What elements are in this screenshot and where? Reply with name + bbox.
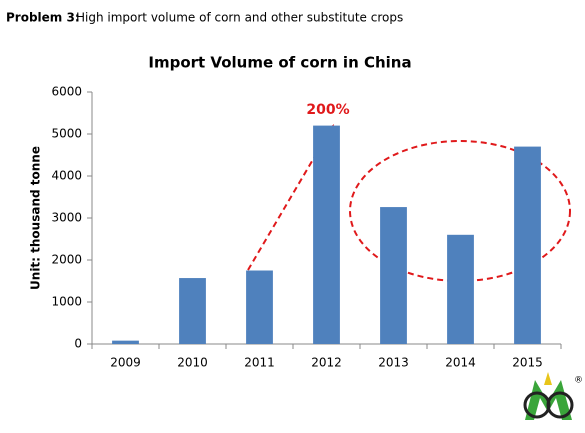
bar [246,270,273,344]
bar [514,146,541,344]
y-axis-label: Unit: thousand tonne [29,146,43,290]
y-tick-label: 5000 [51,127,82,141]
x-tick-label: 2014 [445,356,476,370]
x-tick-label: 2009 [110,356,141,370]
logo-mark: ® [574,376,583,386]
y-tick-label: 3000 [51,211,82,225]
y-tick-label: 2000 [51,253,82,267]
bar [112,340,139,344]
x-tick-label: 2011 [244,356,275,370]
bar [447,234,474,344]
chart-title: Import Volume of corn in China [148,54,411,72]
logo: ® [523,372,583,420]
y-tick-label: 0 [74,337,82,351]
y-tick-label: 4000 [51,169,82,183]
x-tick-label: 2010 [177,356,208,370]
header-label: Problem 3: [6,11,80,25]
x-tick-label: 2015 [512,356,543,370]
y-tick-label: 1000 [51,295,82,309]
header-text: High import volume of corn and other sub… [76,11,403,25]
x-tick-label: 2012 [311,356,342,370]
y-tick-label: 6000 [51,85,82,99]
bar [380,207,407,344]
bar [313,125,340,344]
annotation: 200% [306,102,349,118]
bar [179,278,206,344]
x-tick-label: 2013 [378,356,409,370]
